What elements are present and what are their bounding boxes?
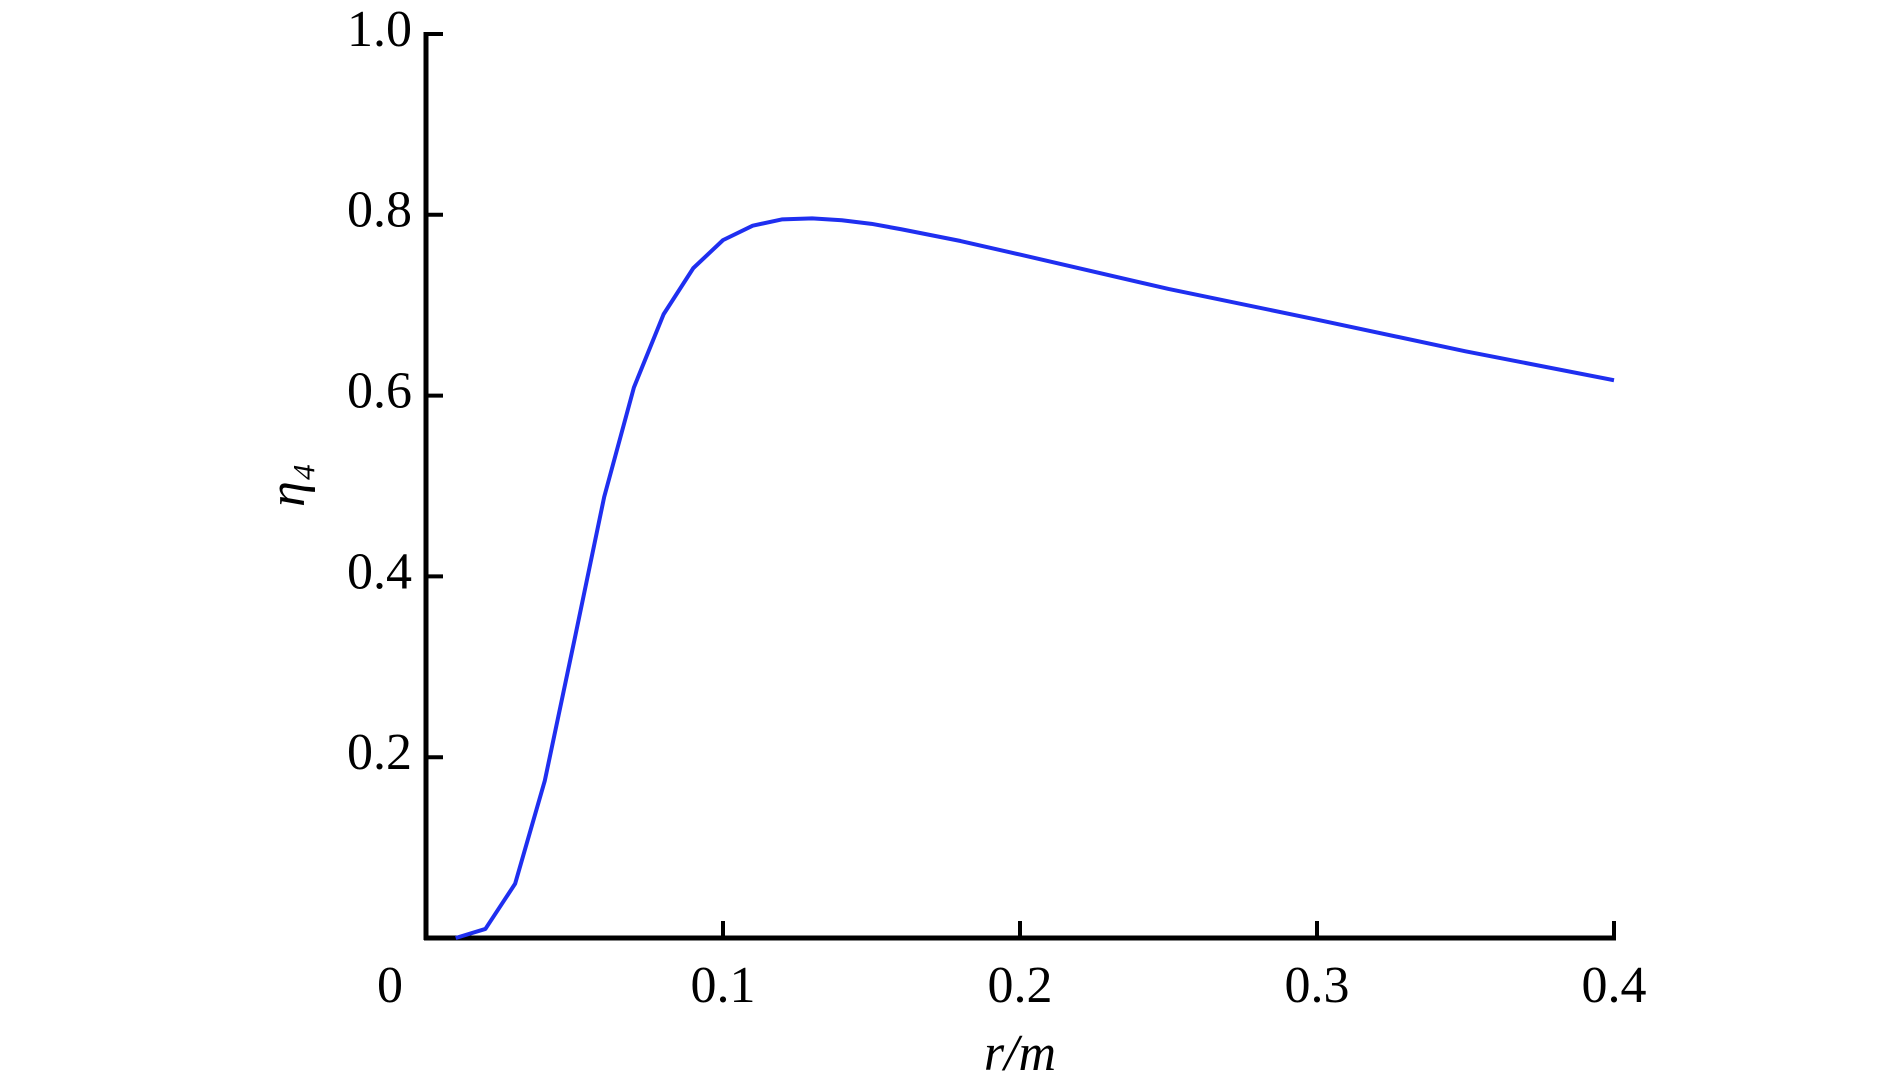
x-tick-label: 0.2 <box>988 957 1053 1014</box>
x-tick-label: 0 <box>377 957 403 1014</box>
x-tick-label: 0.3 <box>1285 957 1350 1014</box>
x-axis-label: r/m <box>984 1025 1056 1082</box>
data-line <box>455 216 1615 940</box>
x-tick-label: 0.4 <box>1582 957 1647 1014</box>
x-tick-label: 0.1 <box>691 957 756 1014</box>
y-tick-label: 0.6 <box>347 363 412 420</box>
y-tick-label: 0.4 <box>347 543 412 600</box>
y-tick-label: 1.0 <box>347 1 412 58</box>
y-tick-label: 0.2 <box>347 724 412 781</box>
y-tick-label: 0.8 <box>347 182 412 239</box>
y-axis-label: η₄ <box>259 463 316 507</box>
